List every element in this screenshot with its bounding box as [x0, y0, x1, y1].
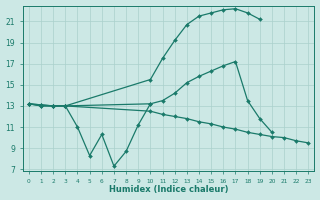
X-axis label: Humidex (Indice chaleur): Humidex (Indice chaleur)	[109, 185, 228, 194]
